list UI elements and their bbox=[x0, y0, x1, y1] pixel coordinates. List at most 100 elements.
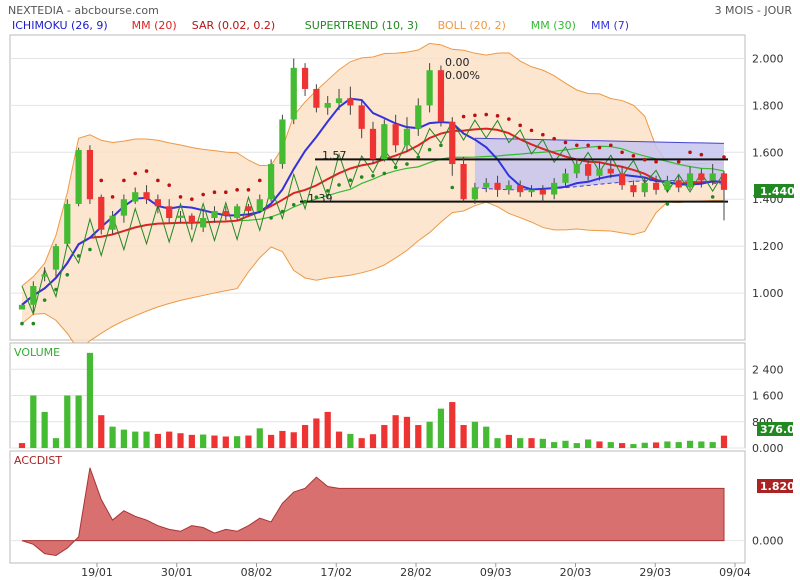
sar-dot bbox=[484, 112, 489, 117]
bollinger-upper bbox=[21, 42, 724, 287]
candle-body bbox=[301, 67, 309, 89]
sar-dot bbox=[541, 132, 545, 137]
sar-dot bbox=[405, 162, 409, 166]
candle-body bbox=[335, 98, 343, 104]
candle-body bbox=[324, 103, 331, 108]
volume-bar bbox=[75, 395, 82, 448]
volume-tick-label: 1 600 bbox=[752, 390, 784, 403]
candle-body bbox=[166, 206, 173, 218]
sar-dot bbox=[235, 188, 239, 192]
sar-dot bbox=[144, 169, 149, 173]
volume-bar bbox=[279, 430, 286, 448]
volume-bar bbox=[347, 433, 354, 448]
volume-bar bbox=[335, 431, 343, 448]
annotation-zero-percent: 0.00% bbox=[445, 69, 480, 82]
candle-body bbox=[449, 121, 456, 165]
bollinger-band bbox=[21, 42, 724, 351]
sar-dot bbox=[371, 173, 375, 178]
sar-dot bbox=[518, 123, 522, 128]
volume-bar bbox=[483, 426, 490, 448]
volume-bar bbox=[585, 439, 592, 448]
volume-tick-label: 2 400 bbox=[752, 363, 784, 376]
sar-dot bbox=[291, 202, 296, 207]
volume-bar bbox=[358, 438, 365, 448]
sar-dot bbox=[552, 136, 556, 141]
candle-body bbox=[607, 168, 614, 174]
volume-bars bbox=[18, 352, 728, 448]
candle-body bbox=[30, 286, 37, 305]
candle-body bbox=[585, 164, 592, 176]
volume-bar bbox=[41, 411, 48, 448]
volume-bar bbox=[641, 442, 648, 448]
volume-bar bbox=[98, 415, 105, 448]
legend-item: SAR (0.02, 0.2) bbox=[192, 19, 275, 32]
volume-bar bbox=[437, 408, 445, 448]
bollinger-lower bbox=[21, 200, 724, 351]
volume-bar bbox=[256, 428, 263, 448]
candle-body bbox=[267, 164, 275, 200]
sar-dots bbox=[20, 112, 726, 326]
candle-body bbox=[618, 173, 626, 186]
volume-bar bbox=[449, 402, 456, 448]
sar-dot bbox=[178, 195, 183, 199]
volume-bar bbox=[618, 443, 626, 448]
sar-dot bbox=[393, 165, 398, 170]
volume-bar bbox=[392, 415, 399, 448]
volume-bar bbox=[494, 438, 501, 448]
candle-body bbox=[426, 70, 433, 106]
volume-bar bbox=[222, 436, 229, 448]
sar-dot bbox=[529, 128, 534, 133]
volume-bar bbox=[415, 425, 422, 448]
volume-bar bbox=[234, 436, 241, 448]
sar-dot bbox=[257, 178, 262, 183]
sar-dot bbox=[676, 159, 681, 164]
date-tick-label: 19/01 bbox=[81, 566, 113, 579]
chart-source-title: NEXTEDIA - abcbourse.com bbox=[8, 4, 159, 17]
candle-body bbox=[539, 189, 546, 195]
candles bbox=[18, 58, 728, 312]
candle-body bbox=[381, 124, 388, 160]
date-tick-label: 30/01 bbox=[161, 566, 193, 579]
sar-dot bbox=[575, 143, 579, 148]
annotation-level-157: 1.57 bbox=[322, 149, 347, 162]
candle-body bbox=[460, 164, 467, 200]
sar-dot bbox=[280, 209, 285, 214]
volume-bar bbox=[188, 434, 195, 448]
accdist-title: ACCDIST bbox=[14, 454, 62, 467]
legend-item: ICHIMOKU (26, 9) bbox=[12, 19, 108, 32]
last-price-value: 1.440 bbox=[760, 185, 795, 198]
candle-body bbox=[403, 128, 411, 146]
candle-body bbox=[154, 199, 161, 207]
candle-body bbox=[98, 196, 105, 230]
volume-bar bbox=[471, 421, 479, 448]
volume-bar bbox=[200, 434, 207, 448]
candle-body bbox=[211, 210, 218, 218]
sar-dot bbox=[631, 154, 636, 158]
sar-dot bbox=[224, 190, 228, 194]
sar-dot bbox=[439, 143, 443, 148]
candle-body bbox=[143, 192, 150, 200]
sar-dot bbox=[314, 195, 319, 199]
candle-body bbox=[41, 274, 48, 277]
volume-bar bbox=[18, 443, 26, 448]
price-tick-label: 1.200 bbox=[752, 240, 784, 253]
ichimoku-span-a bbox=[474, 137, 725, 144]
sar-dot bbox=[654, 159, 658, 164]
candle-body bbox=[64, 203, 71, 244]
price-tick-label: 2.000 bbox=[752, 52, 784, 65]
volume-title: VOLUME bbox=[14, 346, 60, 359]
sar-dot bbox=[303, 199, 307, 204]
sar-dot bbox=[201, 192, 205, 197]
volume-bar bbox=[120, 429, 128, 448]
candle-body bbox=[222, 210, 229, 216]
volume-bar bbox=[143, 431, 150, 448]
volume-bar bbox=[517, 438, 524, 448]
sar-dot bbox=[110, 195, 115, 199]
date-tick-label: 28/02 bbox=[400, 566, 432, 579]
volume-bar bbox=[720, 435, 728, 448]
annotation-level-139: 1.39 bbox=[308, 192, 333, 205]
